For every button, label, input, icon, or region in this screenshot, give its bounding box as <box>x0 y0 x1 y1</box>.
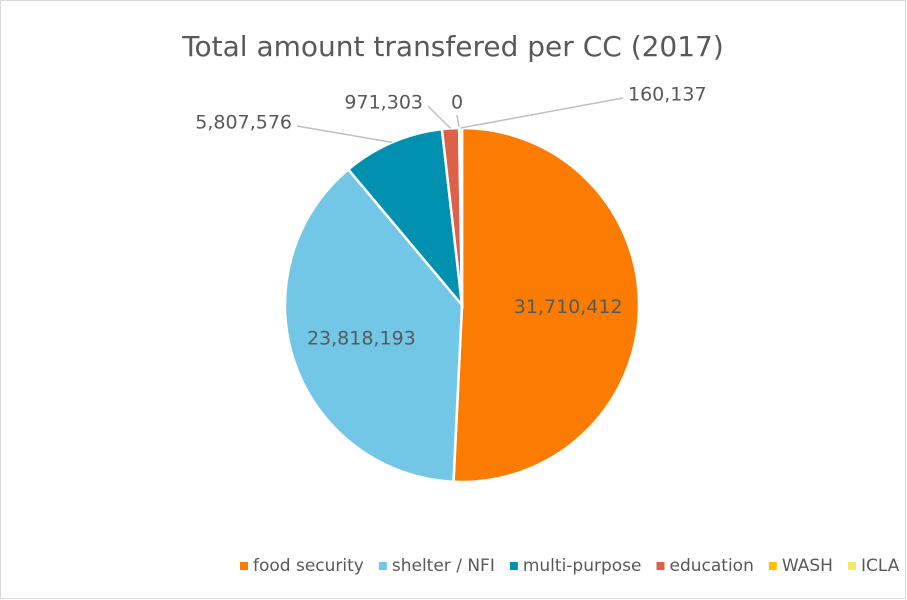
legend-swatch <box>847 562 856 570</box>
legend-label: food security <box>253 556 364 576</box>
legend-swatch <box>656 562 665 570</box>
leader-line <box>460 97 624 129</box>
pie-slice <box>283 167 464 484</box>
legend-swatch <box>378 562 387 570</box>
leader-line <box>296 125 393 144</box>
leader-line <box>456 114 460 129</box>
legend-label: WASH <box>782 556 833 576</box>
chart-title: Total amount transfered per CC (2017) <box>181 30 724 63</box>
legend-swatch <box>768 562 777 570</box>
legend-label: ICLA <box>861 556 900 576</box>
legend-label: shelter / NFI <box>392 556 495 576</box>
legend-label: multi-purpose <box>523 556 642 576</box>
pie-slice <box>346 127 464 309</box>
data-label: 31,710,412 <box>514 296 623 318</box>
legend-swatch <box>509 562 518 570</box>
legend-label: education <box>670 556 754 576</box>
data-label: 5,807,576 <box>195 112 292 134</box>
legend-swatch <box>240 562 248 570</box>
data-label: 971,303 <box>344 92 423 114</box>
data-label: 0 <box>451 92 463 114</box>
pie-slice <box>452 126 641 484</box>
data-label: 160,137 <box>628 84 707 106</box>
leader-line <box>427 105 452 129</box>
data-label: 23,818,193 <box>307 327 416 349</box>
